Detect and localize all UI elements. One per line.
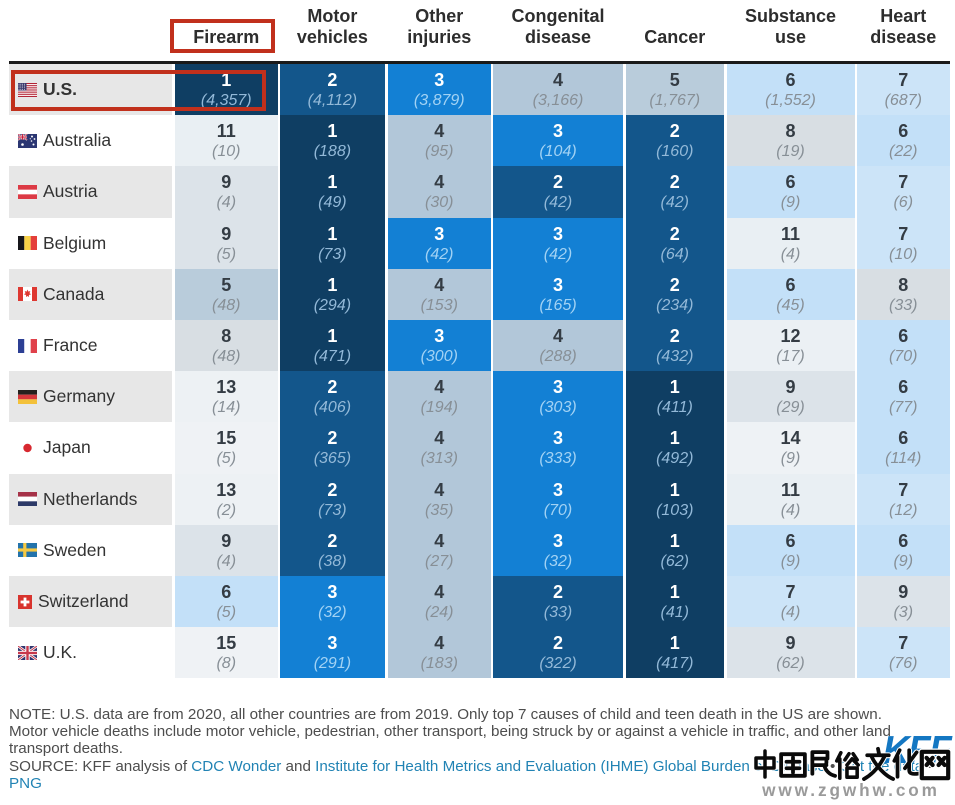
svg-text:www.zgwhw.com: www.zgwhw.com: [761, 780, 940, 800]
